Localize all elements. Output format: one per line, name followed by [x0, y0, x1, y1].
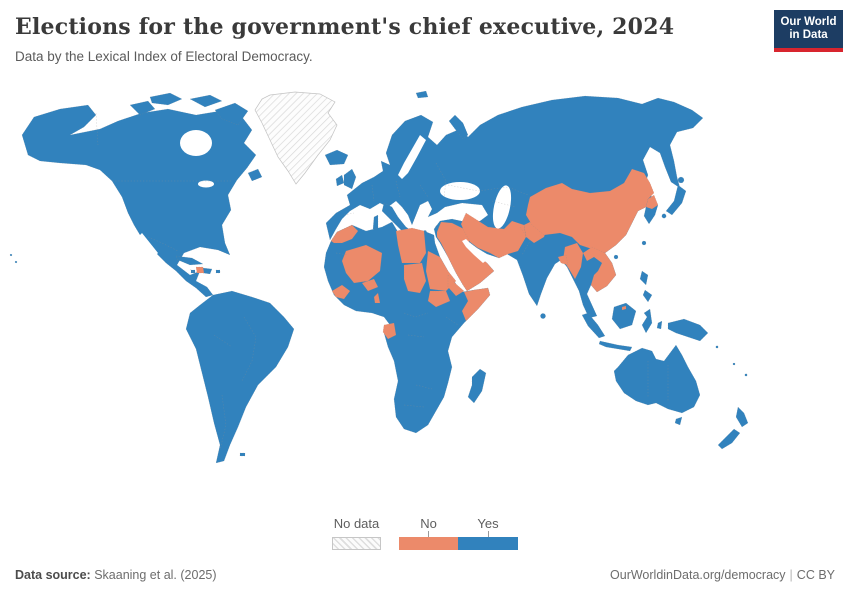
- legend-no-data-label[interactable]: No data: [333, 516, 380, 531]
- region-ireland[interactable]: [335, 174, 345, 187]
- region-cyprus[interactable]: [435, 225, 439, 229]
- region-new-guinea[interactable]: [667, 318, 709, 342]
- chart-footer: Data source: Skaaning et al. (2025) OurW…: [0, 568, 850, 582]
- region-north-america[interactable]: [21, 104, 257, 298]
- region-new-zealand-north[interactable]: [735, 406, 749, 428]
- legend-tick-yes: [488, 531, 489, 537]
- region-borneo[interactable]: [611, 302, 637, 330]
- region-novaya-zemlya[interactable]: [448, 114, 469, 140]
- region-haiti[interactable]: [195, 266, 205, 274]
- legend-tick-no: [428, 531, 429, 537]
- region-svalbard[interactable]: [415, 90, 429, 99]
- region-dominican-republic[interactable]: [202, 267, 213, 275]
- no-elections-regions: [195, 168, 659, 340]
- page-title: Elections for the government's chief exe…: [15, 14, 675, 40]
- region-mali[interactable]: [341, 244, 383, 284]
- region-madagascar[interactable]: [467, 368, 487, 404]
- region-moluccas[interactable]: [656, 320, 663, 330]
- region-new-zealand-south[interactable]: [717, 428, 741, 450]
- country-borders: [95, 112, 669, 451]
- region-hawaii[interactable]: [9, 253, 13, 257]
- data-source-value: Skaaning et al. (2025): [90, 568, 217, 582]
- region-morocco[interactable]: [330, 224, 359, 244]
- region-arabia-levant-iraq[interactable]: [436, 221, 495, 292]
- region-sulawesi[interactable]: [641, 308, 653, 334]
- page-subtitle: Data by the Lexical Index of Electoral D…: [15, 49, 313, 64]
- legend-no-label[interactable]: No: [420, 516, 437, 531]
- region-baffin-island[interactable]: [214, 102, 249, 126]
- region-corsica-sardinia[interactable]: [372, 214, 379, 230]
- region-hainan[interactable]: [613, 254, 619, 260]
- region-philippines-luzon[interactable]: [639, 270, 649, 286]
- region-gabon-eq-guinea[interactable]: [382, 322, 397, 340]
- region-arctic-islands[interactable]: [149, 92, 183, 106]
- region-united-kingdom[interactable]: [343, 168, 357, 190]
- region-hokkaido[interactable]: [677, 176, 685, 184]
- region-australia[interactable]: [613, 344, 701, 414]
- chart-header: Elections for the government's chief exe…: [15, 14, 755, 64]
- region-fiji[interactable]: [744, 373, 748, 377]
- sea-gulf-california: [139, 233, 158, 256]
- region-falklands[interactable]: [239, 452, 246, 457]
- region-south-america[interactable]: [185, 290, 295, 464]
- sea-hudson-bay: [180, 130, 212, 156]
- sea-black-sea: [440, 182, 480, 200]
- region-victoria-island[interactable]: [129, 100, 156, 116]
- legend-no-swatch[interactable]: [399, 537, 458, 550]
- legend-yes-label[interactable]: Yes: [477, 516, 499, 531]
- owid-logo-line2: in Data: [789, 29, 828, 41]
- sea-caspian: [492, 185, 512, 229]
- region-chad[interactable]: [403, 262, 427, 294]
- region-newfoundland[interactable]: [247, 168, 263, 182]
- region-somalia[interactable]: [461, 287, 491, 322]
- license-link[interactable]: CC BY: [796, 568, 835, 582]
- region-china[interactable]: [525, 168, 655, 254]
- region-puerto-rico[interactable]: [215, 269, 221, 274]
- map-legend: No data No Yes: [332, 516, 522, 554]
- data-source: Data source: Skaaning et al. (2025): [15, 568, 217, 582]
- data-source-label: Data source:: [15, 568, 91, 582]
- lake-great-lakes: [198, 180, 214, 188]
- sea-persian-gulf: [462, 239, 488, 263]
- region-java[interactable]: [598, 340, 633, 352]
- region-sumatra[interactable]: [581, 312, 606, 339]
- region-philippines-mindanao[interactable]: [642, 289, 653, 303]
- region-vanuatu[interactable]: [732, 362, 736, 366]
- region-sri-lanka[interactable]: [540, 313, 546, 319]
- region-brunei[interactable]: [621, 305, 627, 311]
- region-libya[interactable]: [395, 227, 427, 264]
- region-solomon-islands[interactable]: [715, 345, 719, 349]
- sea-baltic: [398, 135, 426, 179]
- region-guinea[interactable]: [331, 284, 351, 300]
- region-south-sudan[interactable]: [427, 290, 451, 308]
- region-taiwan[interactable]: [641, 240, 647, 246]
- legend-no-data-swatch[interactable]: [332, 537, 381, 550]
- region-north-korea[interactable]: [645, 194, 659, 210]
- region-tasmania[interactable]: [674, 416, 683, 426]
- region-iceland[interactable]: [324, 149, 349, 166]
- legend-yes-swatch[interactable]: [458, 537, 518, 550]
- world-map: [9, 90, 749, 464]
- owid-logo-line1: Our World: [780, 16, 837, 28]
- region-bangladesh[interactable]: [557, 254, 569, 266]
- region-laos-vietnam-cambodia[interactable]: [582, 246, 617, 293]
- owid-logo[interactable]: Our World in Data: [774, 10, 843, 52]
- region-myanmar[interactable]: [562, 242, 584, 280]
- region-arctic-islands-2[interactable]: [189, 94, 223, 108]
- attribution-separator: |: [789, 568, 793, 582]
- region-cuba[interactable]: [175, 255, 204, 266]
- region-iran[interactable]: [460, 212, 527, 259]
- attribution: OurWorldinData.org/democracy | CC BY: [610, 568, 835, 582]
- region-japan[interactable]: [665, 184, 687, 216]
- region-hawaii-2[interactable]: [14, 260, 18, 264]
- region-burkina-faso[interactable]: [361, 278, 379, 292]
- region-greenland[interactable]: [254, 91, 338, 185]
- region-jamaica[interactable]: [190, 269, 196, 274]
- region-kyushu[interactable]: [661, 213, 667, 219]
- owid-url-link[interactable]: OurWorldinData.org/democracy: [610, 568, 786, 582]
- region-eritrea-djibouti[interactable]: [447, 274, 465, 297]
- seas: [139, 130, 512, 263]
- region-togo-benin[interactable]: [373, 292, 381, 304]
